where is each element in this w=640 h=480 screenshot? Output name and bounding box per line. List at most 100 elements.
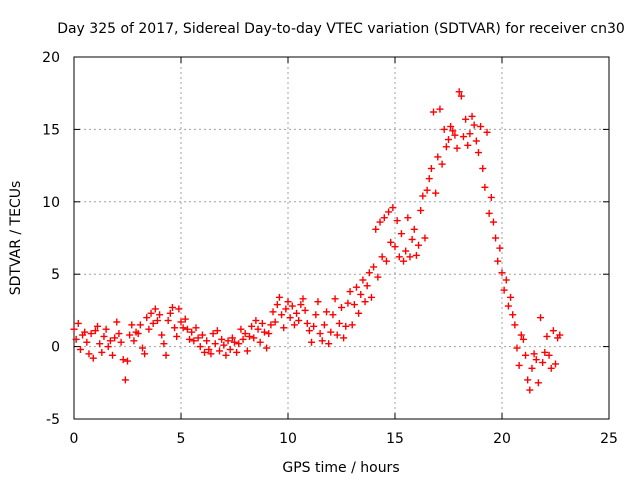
data-point: [126, 331, 134, 339]
data-point: [410, 225, 418, 233]
x-tick-label: 25: [600, 431, 618, 447]
data-point: [393, 217, 401, 225]
data-point: [361, 298, 369, 306]
data-point: [430, 108, 438, 116]
data-point: [372, 225, 380, 233]
data-point: [147, 309, 155, 317]
data-point: [374, 273, 382, 281]
data-point: [252, 317, 260, 325]
data-point: [526, 386, 534, 394]
data-point: [243, 347, 251, 355]
data-point: [87, 330, 95, 338]
data-point: [81, 328, 89, 336]
data-point: [134, 330, 142, 338]
data-point: [376, 218, 384, 226]
data-point: [267, 321, 275, 329]
data-point: [282, 305, 290, 313]
data-point: [342, 322, 350, 330]
data-point: [415, 241, 423, 249]
data-point: [419, 192, 427, 200]
data-point: [438, 160, 446, 168]
data-point: [224, 337, 232, 345]
data-point: [128, 321, 136, 329]
data-point: [136, 321, 144, 329]
data-point: [205, 345, 213, 353]
data-point: [509, 311, 517, 319]
data-point: [466, 130, 474, 138]
x-tick-label: 15: [386, 431, 404, 447]
data-point: [370, 263, 378, 271]
data-point: [395, 253, 403, 261]
data-point: [400, 257, 408, 265]
x-axis-label: GPS time / hours: [282, 460, 399, 476]
data-point: [153, 317, 161, 325]
data-point: [310, 322, 318, 330]
data-point: [151, 305, 159, 313]
data-point: [145, 325, 153, 333]
data-point: [220, 341, 228, 349]
data-point: [177, 318, 185, 326]
data-point: [299, 295, 307, 303]
data-point: [183, 325, 191, 333]
data-point: [175, 305, 183, 313]
x-tick-label: 5: [177, 431, 186, 447]
data-point: [355, 309, 363, 317]
x-tick-label: 20: [493, 431, 511, 447]
data-point: [196, 343, 204, 351]
data-point: [494, 257, 502, 265]
data-point: [511, 321, 519, 329]
data-point: [241, 330, 249, 338]
data-point: [363, 282, 371, 290]
data-point: [91, 327, 99, 335]
data-point: [522, 351, 530, 359]
data-point: [378, 253, 386, 261]
data-point: [233, 348, 241, 356]
data-point: [226, 345, 234, 353]
data-point: [237, 325, 245, 333]
data-point: [263, 344, 271, 352]
data-point: [333, 331, 341, 339]
data-point: [427, 164, 435, 172]
data-point: [171, 324, 179, 332]
data-point: [278, 311, 286, 319]
data-point: [96, 340, 104, 348]
data-point: [417, 206, 425, 214]
axis-ticks: 0 5 10 15 20 25 -5 0 5 10 15 20: [42, 50, 618, 447]
data-point: [530, 350, 538, 358]
data-point: [166, 309, 174, 317]
data-point: [149, 319, 157, 327]
data-point: [194, 334, 202, 342]
data-point: [305, 327, 313, 335]
data-point: [468, 112, 476, 120]
data-point: [451, 131, 459, 139]
data-point: [188, 328, 196, 336]
data-point: [179, 324, 187, 332]
data-point: [485, 209, 493, 217]
data-point: [340, 334, 348, 342]
data-point: [113, 318, 121, 326]
data-point: [109, 351, 117, 359]
data-point: [421, 234, 429, 242]
y-tick-label: 20: [42, 50, 60, 66]
data-point: [389, 204, 397, 212]
data-point: [181, 315, 189, 323]
data-point: [382, 257, 390, 265]
data-point: [344, 299, 352, 307]
data-point: [222, 351, 230, 359]
data-point: [348, 321, 356, 329]
data-point: [462, 115, 470, 123]
data-point: [500, 286, 508, 294]
data-point: [492, 234, 500, 242]
data-point: [391, 243, 399, 251]
data-point: [162, 351, 170, 359]
data-point: [72, 335, 80, 343]
data-point: [453, 144, 461, 152]
data-point: [216, 347, 224, 355]
data-point: [98, 348, 106, 356]
data-point: [357, 290, 365, 298]
data-point: [104, 343, 112, 351]
data-point: [524, 376, 532, 384]
data-point: [404, 214, 412, 222]
data-point: [385, 208, 393, 216]
